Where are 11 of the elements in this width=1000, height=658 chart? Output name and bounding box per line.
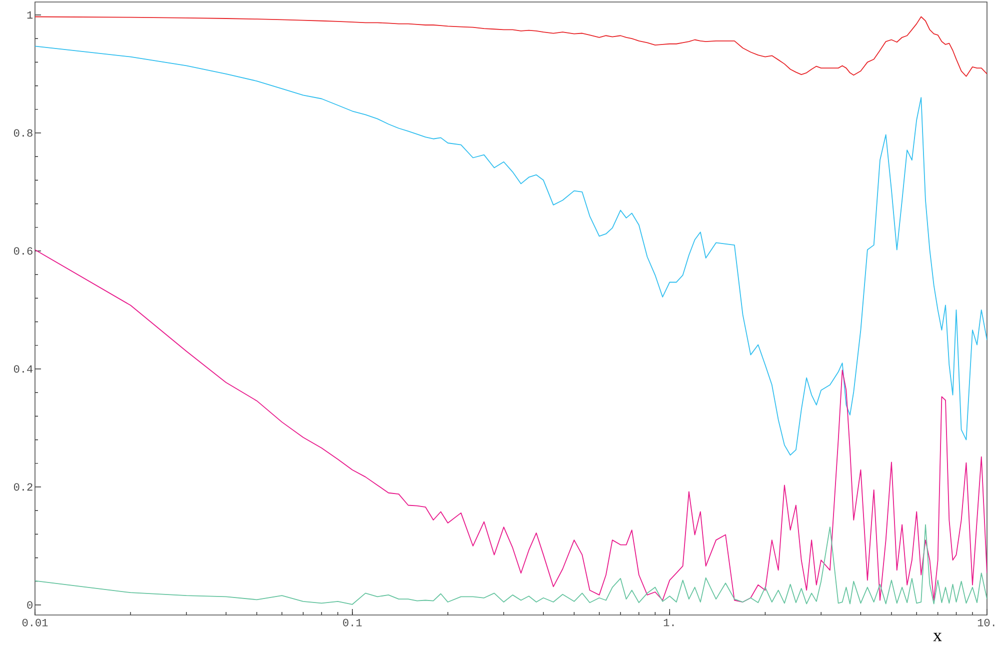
x-tick-label: 10. bbox=[978, 618, 994, 626]
x-axis-title: x bbox=[933, 632, 942, 642]
y-tick-label: 0.4 bbox=[14, 365, 33, 373]
y-tick-label: 0.8 bbox=[14, 129, 32, 137]
y-tick-label: 0 bbox=[27, 601, 32, 609]
y-tick-label: 1 bbox=[27, 11, 33, 19]
y-tick-label: 0.6 bbox=[14, 247, 32, 255]
x-tick-label: 0.01 bbox=[22, 618, 48, 626]
x-tick-label: 1. bbox=[664, 618, 674, 626]
x-tick-label: 0.1 bbox=[343, 618, 362, 626]
y-tick-label: 0.2 bbox=[14, 483, 32, 491]
